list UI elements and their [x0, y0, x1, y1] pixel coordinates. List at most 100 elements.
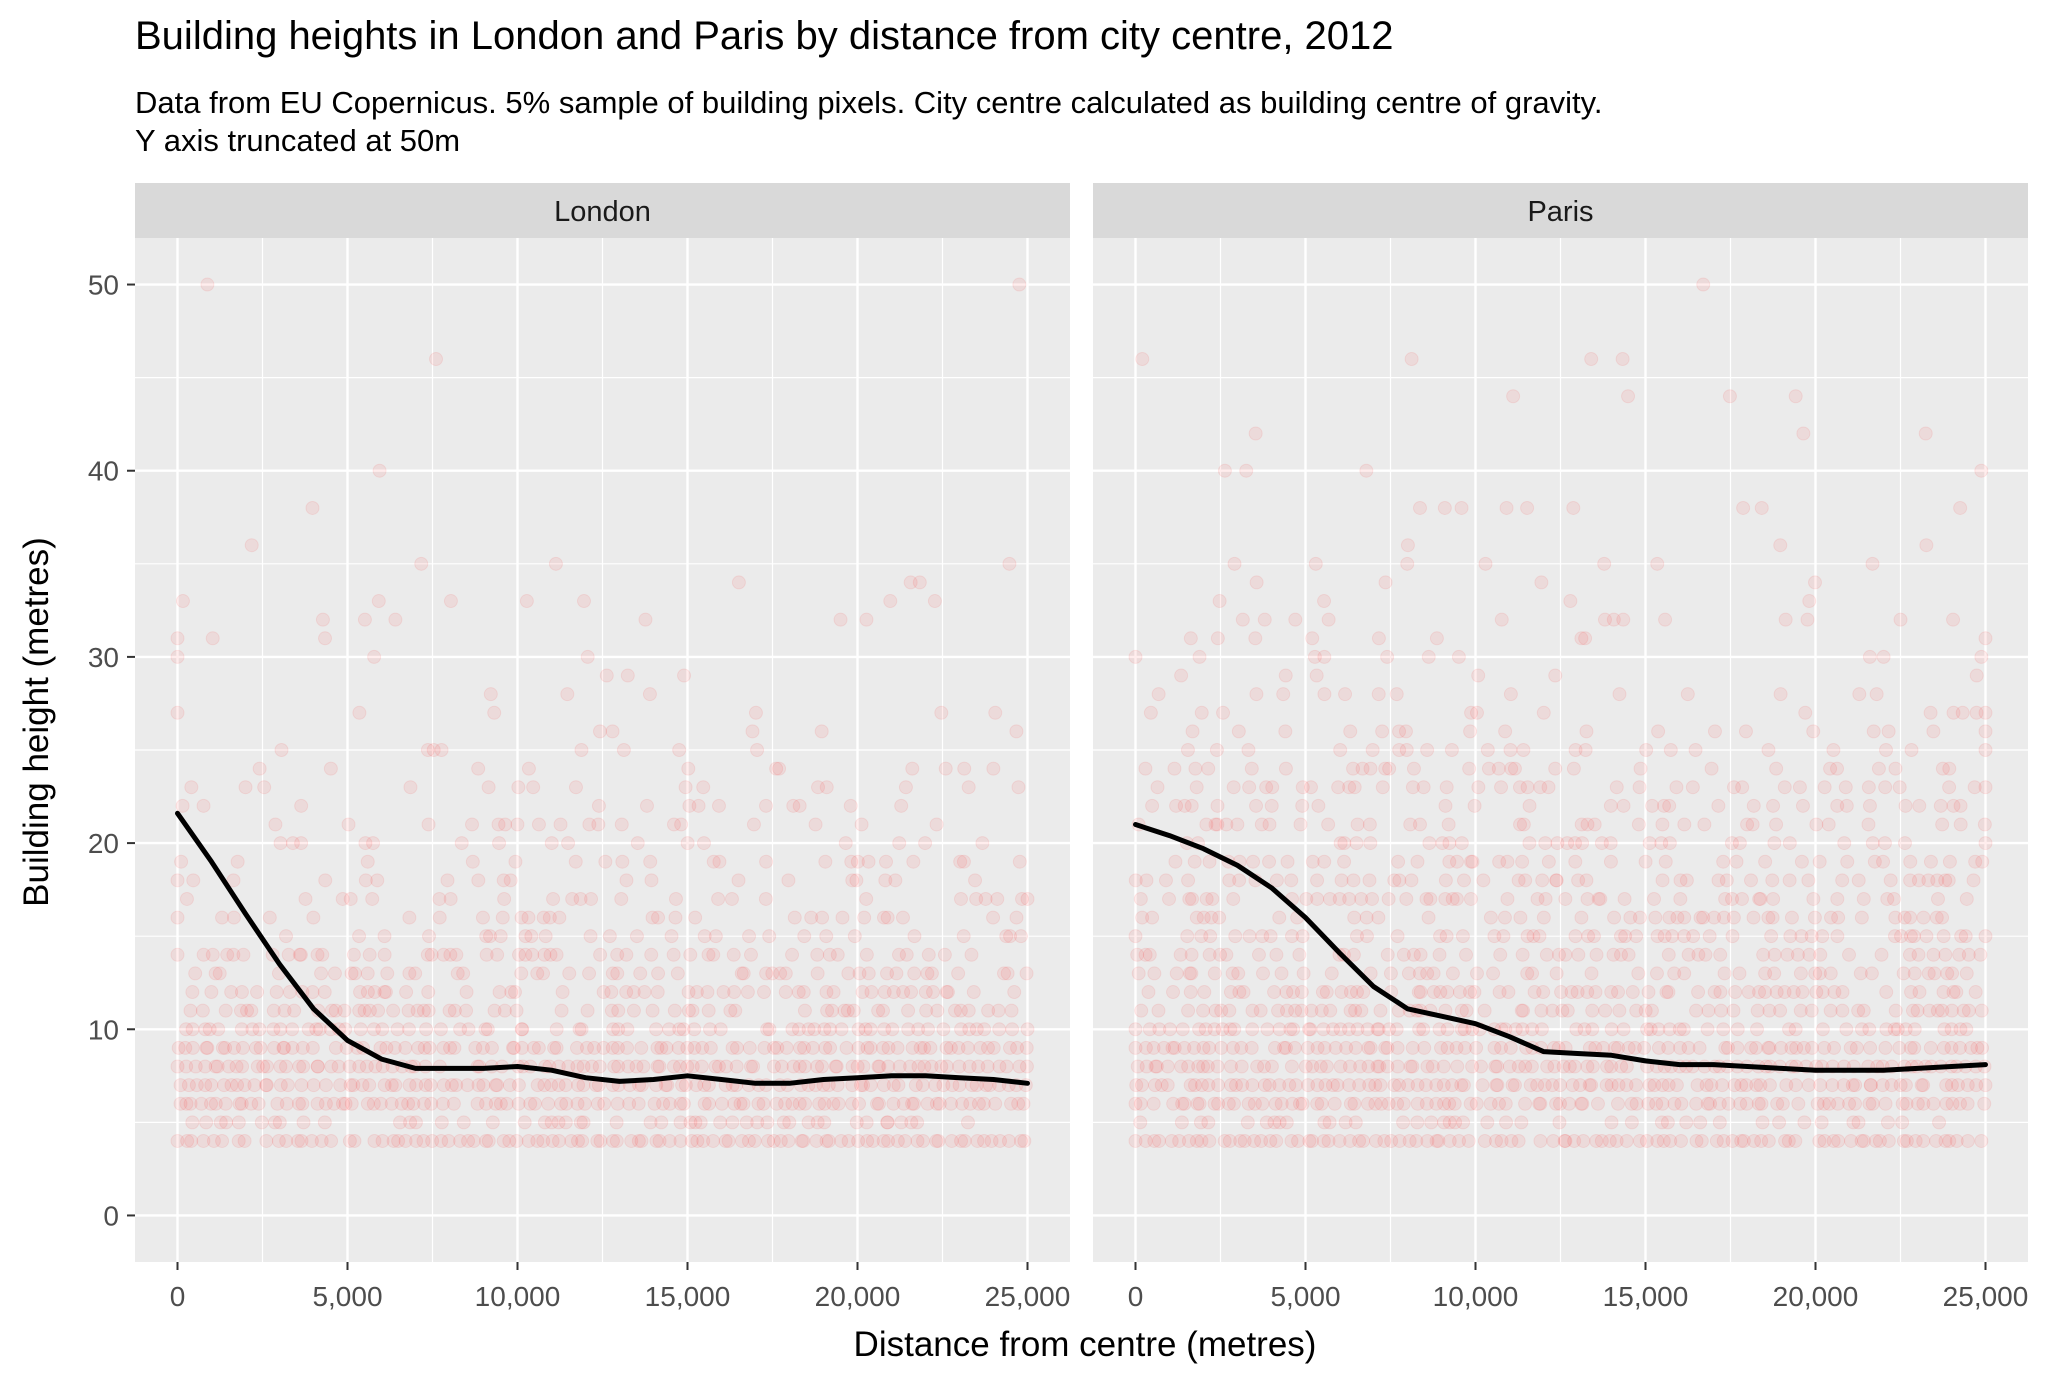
data-point — [1890, 1022, 1905, 1037]
data-point — [453, 1133, 468, 1148]
data-point — [1893, 1078, 1908, 1093]
data-point — [1149, 1059, 1164, 1074]
data-point — [1741, 985, 1756, 1000]
data-point — [1935, 1003, 1950, 1018]
data-point — [1192, 1096, 1207, 1111]
data-point — [227, 1040, 242, 1055]
y-tick-label: 50 — [88, 270, 119, 301]
data-point — [1146, 1096, 1161, 1111]
data-point — [1974, 649, 1989, 664]
data-point — [1494, 612, 1509, 627]
data-point — [977, 1022, 992, 1037]
data-point — [170, 705, 185, 720]
data-point — [1347, 910, 1362, 925]
data-point — [1310, 1078, 1325, 1093]
data-point — [847, 929, 862, 944]
data-point — [598, 854, 613, 869]
data-point — [1673, 1040, 1688, 1055]
data-point — [597, 1096, 612, 1111]
data-point — [1801, 873, 1816, 888]
data-point — [1514, 1003, 1529, 1018]
data-point — [1953, 817, 1968, 832]
data-point — [851, 1040, 866, 1055]
data-point — [980, 1059, 995, 1074]
data-point — [1445, 966, 1460, 981]
data-point — [485, 1115, 500, 1130]
data-point — [1162, 891, 1177, 906]
data-point — [1439, 780, 1454, 795]
data-point — [290, 1133, 305, 1148]
data-point — [910, 1133, 925, 1148]
data-point — [630, 836, 645, 851]
data-point — [1185, 724, 1200, 739]
data-point — [1248, 631, 1263, 646]
data-point — [1574, 1096, 1589, 1111]
data-point — [773, 1133, 788, 1148]
data-point — [1317, 854, 1332, 869]
data-point — [179, 1096, 194, 1111]
data-point — [711, 798, 726, 813]
data-point — [252, 1022, 267, 1037]
data-point — [496, 873, 511, 888]
data-point — [244, 1003, 259, 1018]
data-point — [574, 743, 589, 757]
data-point — [1621, 1040, 1636, 1055]
y-tick-label: 0 — [103, 1200, 119, 1231]
data-point — [570, 1096, 585, 1111]
data-point — [272, 1115, 287, 1130]
data-point — [541, 1096, 556, 1111]
data-point — [1348, 1003, 1363, 1018]
data-point — [210, 1059, 225, 1074]
data-point — [1952, 947, 1967, 962]
data-point — [1560, 836, 1575, 851]
data-point — [856, 1059, 871, 1074]
data-point — [1259, 1115, 1274, 1130]
data-point — [253, 1040, 268, 1055]
data-point — [1222, 1133, 1237, 1148]
data-point — [1867, 854, 1882, 869]
data-point — [1317, 687, 1332, 702]
data-point — [1549, 1096, 1564, 1111]
data-point — [1516, 743, 1531, 757]
data-point — [170, 631, 185, 646]
data-point — [1609, 1133, 1624, 1148]
data-point — [1331, 780, 1346, 795]
data-point — [1584, 352, 1599, 367]
data-point — [406, 1096, 421, 1111]
data-point — [1644, 1003, 1659, 1018]
data-point — [1949, 1133, 1964, 1148]
data-point — [250, 985, 265, 1000]
data-point — [1208, 817, 1223, 832]
data-point — [1938, 1133, 1953, 1148]
data-point — [1566, 500, 1581, 515]
data-point — [1610, 1096, 1625, 1111]
data-point — [1910, 1003, 1925, 1018]
data-point — [1825, 1078, 1840, 1093]
data-point — [961, 780, 976, 795]
data-point — [417, 1040, 432, 1055]
data-point — [1796, 426, 1811, 441]
data-point — [1490, 1059, 1505, 1074]
data-point — [1767, 947, 1782, 962]
data-point — [1754, 1133, 1769, 1148]
data-point — [1903, 854, 1918, 869]
data-point — [444, 1078, 459, 1093]
data-point — [1888, 1003, 1903, 1018]
data-point — [544, 836, 559, 851]
data-point — [953, 1003, 968, 1018]
data-point — [1305, 854, 1320, 869]
data-point — [1436, 1059, 1451, 1074]
data-point — [781, 873, 796, 888]
data-point — [1381, 1096, 1396, 1111]
data-point — [215, 910, 230, 925]
data-point — [1210, 798, 1225, 813]
data-point — [1387, 1078, 1402, 1093]
data-point — [1658, 854, 1673, 869]
data-point — [1740, 817, 1755, 832]
data-point — [1396, 947, 1411, 962]
data-point — [804, 910, 819, 925]
data-point — [1382, 761, 1397, 776]
data-point — [1332, 891, 1347, 906]
data-point — [1534, 1022, 1549, 1037]
data-point — [1259, 780, 1274, 795]
